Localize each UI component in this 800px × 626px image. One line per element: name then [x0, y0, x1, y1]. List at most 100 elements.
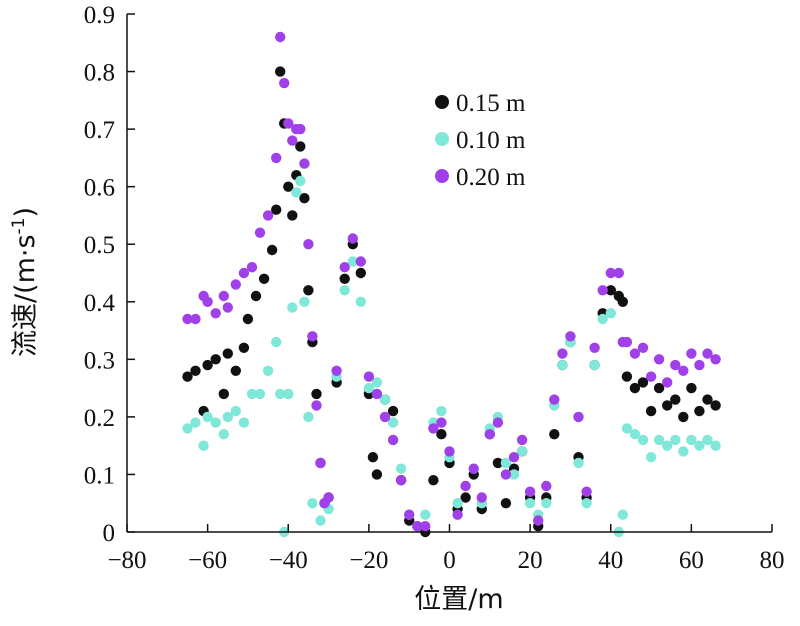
data-point: [371, 377, 383, 388]
data-point: [311, 400, 322, 411]
data-point: [339, 273, 350, 284]
y-axis-title-close: ): [10, 207, 41, 218]
data-point: [428, 475, 439, 486]
data-point: [230, 405, 241, 417]
data-point: [549, 394, 560, 405]
data-point: [476, 492, 487, 503]
legend-label: 0.20 m: [456, 164, 526, 191]
y-tick-label: 0.9: [84, 2, 115, 29]
legend-marker: [435, 95, 449, 109]
data-point: [379, 411, 391, 423]
data-point: [613, 267, 624, 279]
data-point: [218, 429, 229, 440]
data-point: [271, 152, 282, 164]
data-point: [605, 285, 616, 296]
data-point: [246, 262, 258, 273]
data-point: [266, 244, 278, 256]
data-point: [581, 498, 592, 509]
x-tick-label: 80: [760, 547, 785, 574]
data-point: [238, 267, 250, 279]
data-point: [460, 492, 471, 503]
data-point: [629, 382, 641, 394]
data-point: [190, 313, 201, 325]
data-point: [460, 480, 471, 492]
data-point: [355, 256, 366, 267]
data-point: [597, 313, 608, 325]
data-point: [371, 388, 383, 400]
x-tick-label: −40: [269, 547, 308, 574]
data-point: [702, 394, 713, 405]
data-point: [670, 394, 681, 405]
data-point: [275, 388, 286, 400]
y-tick-label: 0.6: [84, 175, 115, 202]
data-point: [508, 469, 520, 480]
data-point: [404, 509, 415, 520]
data-point: [238, 342, 250, 353]
data-point: [637, 342, 649, 353]
series-0-15-m: [182, 66, 721, 538]
data-point: [686, 348, 697, 359]
data-point: [629, 348, 641, 359]
data-point: [238, 417, 250, 428]
data-point: [686, 434, 697, 446]
data-point: [621, 371, 633, 382]
legend-label: 0.10 m: [456, 127, 526, 154]
data-point: [246, 388, 258, 400]
data-point: [242, 313, 254, 325]
data-point: [295, 175, 306, 187]
data-point: [347, 233, 358, 244]
data-point: [295, 141, 306, 152]
data-point: [262, 365, 274, 376]
data-point: [198, 440, 209, 451]
legend: 0.15 m 0.10 m 0.20 m: [435, 90, 526, 191]
data-point: [621, 336, 633, 348]
data-point: [315, 515, 326, 526]
data-point: [500, 498, 512, 509]
data-point: [653, 382, 665, 394]
data-point: [444, 446, 455, 457]
data-point: [271, 204, 282, 215]
data-point: [533, 515, 544, 526]
data-point: [210, 417, 221, 428]
data-point: [710, 440, 721, 451]
data-point: [287, 210, 298, 221]
data-point: [516, 446, 528, 457]
data-point: [323, 492, 334, 503]
data-point: [573, 411, 584, 423]
data-points: [182, 31, 721, 538]
data-point: [339, 285, 350, 296]
data-point: [645, 371, 657, 382]
y-tick-label: 0.5: [84, 232, 115, 259]
series-0-20-m: [182, 31, 721, 532]
data-point: [210, 354, 221, 365]
legend-marker: [435, 132, 449, 146]
data-point: [524, 498, 536, 509]
data-point: [355, 267, 366, 279]
data-point: [254, 227, 266, 238]
data-point: [307, 331, 318, 342]
data-point: [202, 359, 213, 371]
data-point: [307, 498, 318, 509]
y-tick-label: 0.7: [84, 117, 115, 144]
data-point: [678, 446, 689, 457]
data-point: [694, 405, 705, 417]
x-tick-label: −80: [107, 547, 146, 574]
x-tick-label: 20: [518, 547, 543, 574]
data-point: [230, 365, 241, 376]
data-point: [629, 429, 641, 440]
data-point: [371, 469, 383, 480]
data-point: [303, 285, 314, 296]
data-point: [637, 434, 649, 446]
data-point: [287, 302, 298, 313]
data-point: [621, 423, 633, 434]
data-point: [557, 348, 568, 359]
data-point: [702, 434, 713, 446]
data-point: [250, 290, 262, 302]
data-point: [573, 457, 584, 469]
data-point: [662, 377, 673, 388]
data-point: [468, 463, 479, 474]
data-point: [565, 331, 576, 342]
data-point: [605, 308, 616, 319]
data-point: [367, 452, 379, 463]
data-point: [581, 486, 592, 497]
